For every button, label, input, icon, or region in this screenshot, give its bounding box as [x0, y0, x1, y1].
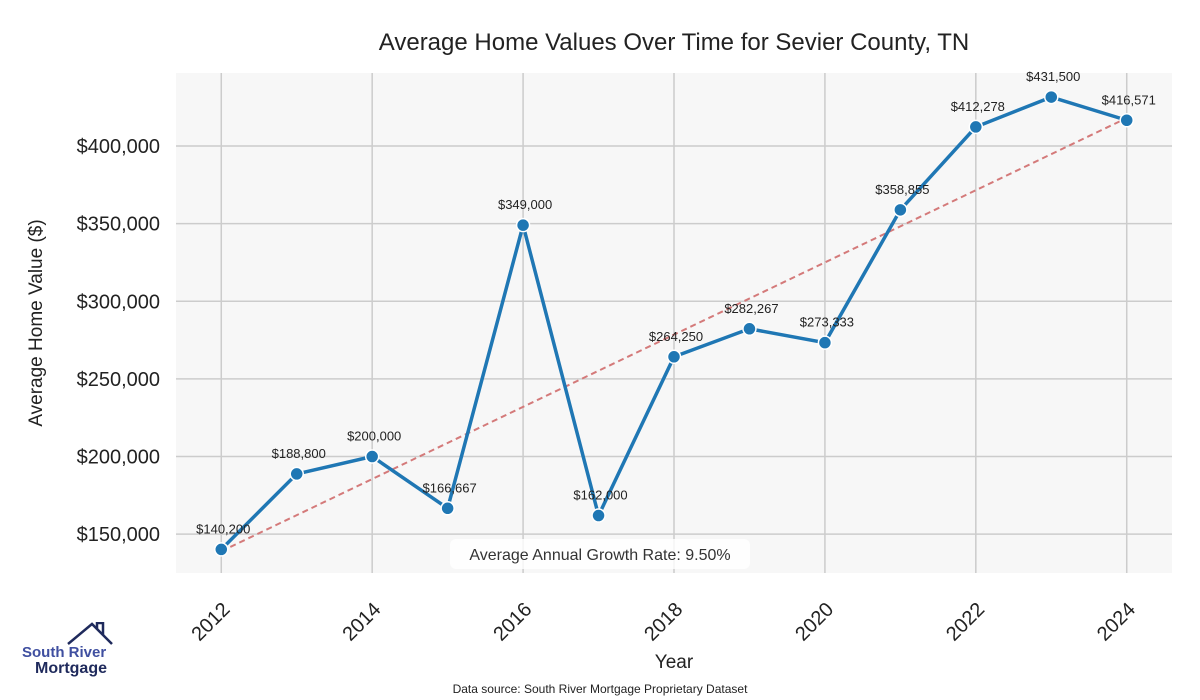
data-point [817, 335, 833, 350]
data-label: $162,000 [573, 488, 627, 503]
data-point [364, 449, 380, 464]
data-label: $140,200 [196, 521, 250, 536]
data-label: $358,855 [875, 182, 929, 197]
data-label: $282,267 [724, 301, 778, 316]
data-label: $264,250 [649, 329, 703, 344]
data-label: $166,667 [423, 480, 477, 495]
growth-rate-annotation: Average Annual Growth Rate: 9.50% [469, 547, 730, 564]
data-point [289, 466, 304, 482]
x-tick-label: 2012 [188, 599, 235, 646]
data-point [666, 349, 682, 365]
y-tick-label: $250,000 [77, 369, 160, 391]
data-point [591, 508, 606, 523]
x-tick-label: 2014 [338, 599, 385, 646]
y-tick-label: $200,000 [77, 447, 160, 469]
south-river-mortgage-logo: South River Mortgage [22, 622, 117, 682]
data-label: $273,333 [800, 315, 854, 330]
x-tick-label: 2018 [640, 599, 687, 646]
data-point [515, 217, 531, 233]
trend-line [220, 117, 1128, 553]
house-icon [67, 622, 113, 645]
y-tick-label: $300,000 [77, 291, 160, 313]
y-tick-label: $350,000 [77, 214, 160, 236]
data-source-note: Data source: South River Mortgage Propri… [453, 682, 748, 696]
y-tick-label: $400,000 [77, 136, 160, 158]
x-tick-label: 2022 [942, 599, 989, 646]
data-point [742, 321, 757, 337]
logo-text-line2: Mortgage [35, 660, 107, 677]
data-point [968, 119, 984, 135]
x-tick-label: 2024 [1093, 599, 1140, 646]
data-point [893, 202, 908, 218]
data-point [1044, 89, 1059, 105]
x-tick-label: 2016 [489, 599, 536, 646]
logo-text-line1: South River [22, 644, 107, 661]
y-tick-label: $150,000 [77, 524, 160, 546]
data-label: $200,000 [347, 429, 401, 444]
data-point [440, 501, 455, 516]
data-label: $412,278 [951, 99, 1005, 114]
data-label: $188,800 [272, 446, 326, 461]
chart-title: Average Home Values Over Time for Sevier… [379, 29, 969, 56]
annotation-box [450, 539, 750, 569]
data-point [1119, 113, 1134, 128]
y-axis-label: Average Home Value ($) [26, 219, 47, 426]
data-label: $416,571 [1102, 92, 1156, 107]
x-axis-label: Year [655, 652, 694, 673]
data-label: $431,500 [1026, 69, 1080, 84]
data-label: $349,000 [498, 197, 552, 212]
x-tick-label: 2020 [791, 599, 838, 646]
data-point [214, 542, 229, 557]
